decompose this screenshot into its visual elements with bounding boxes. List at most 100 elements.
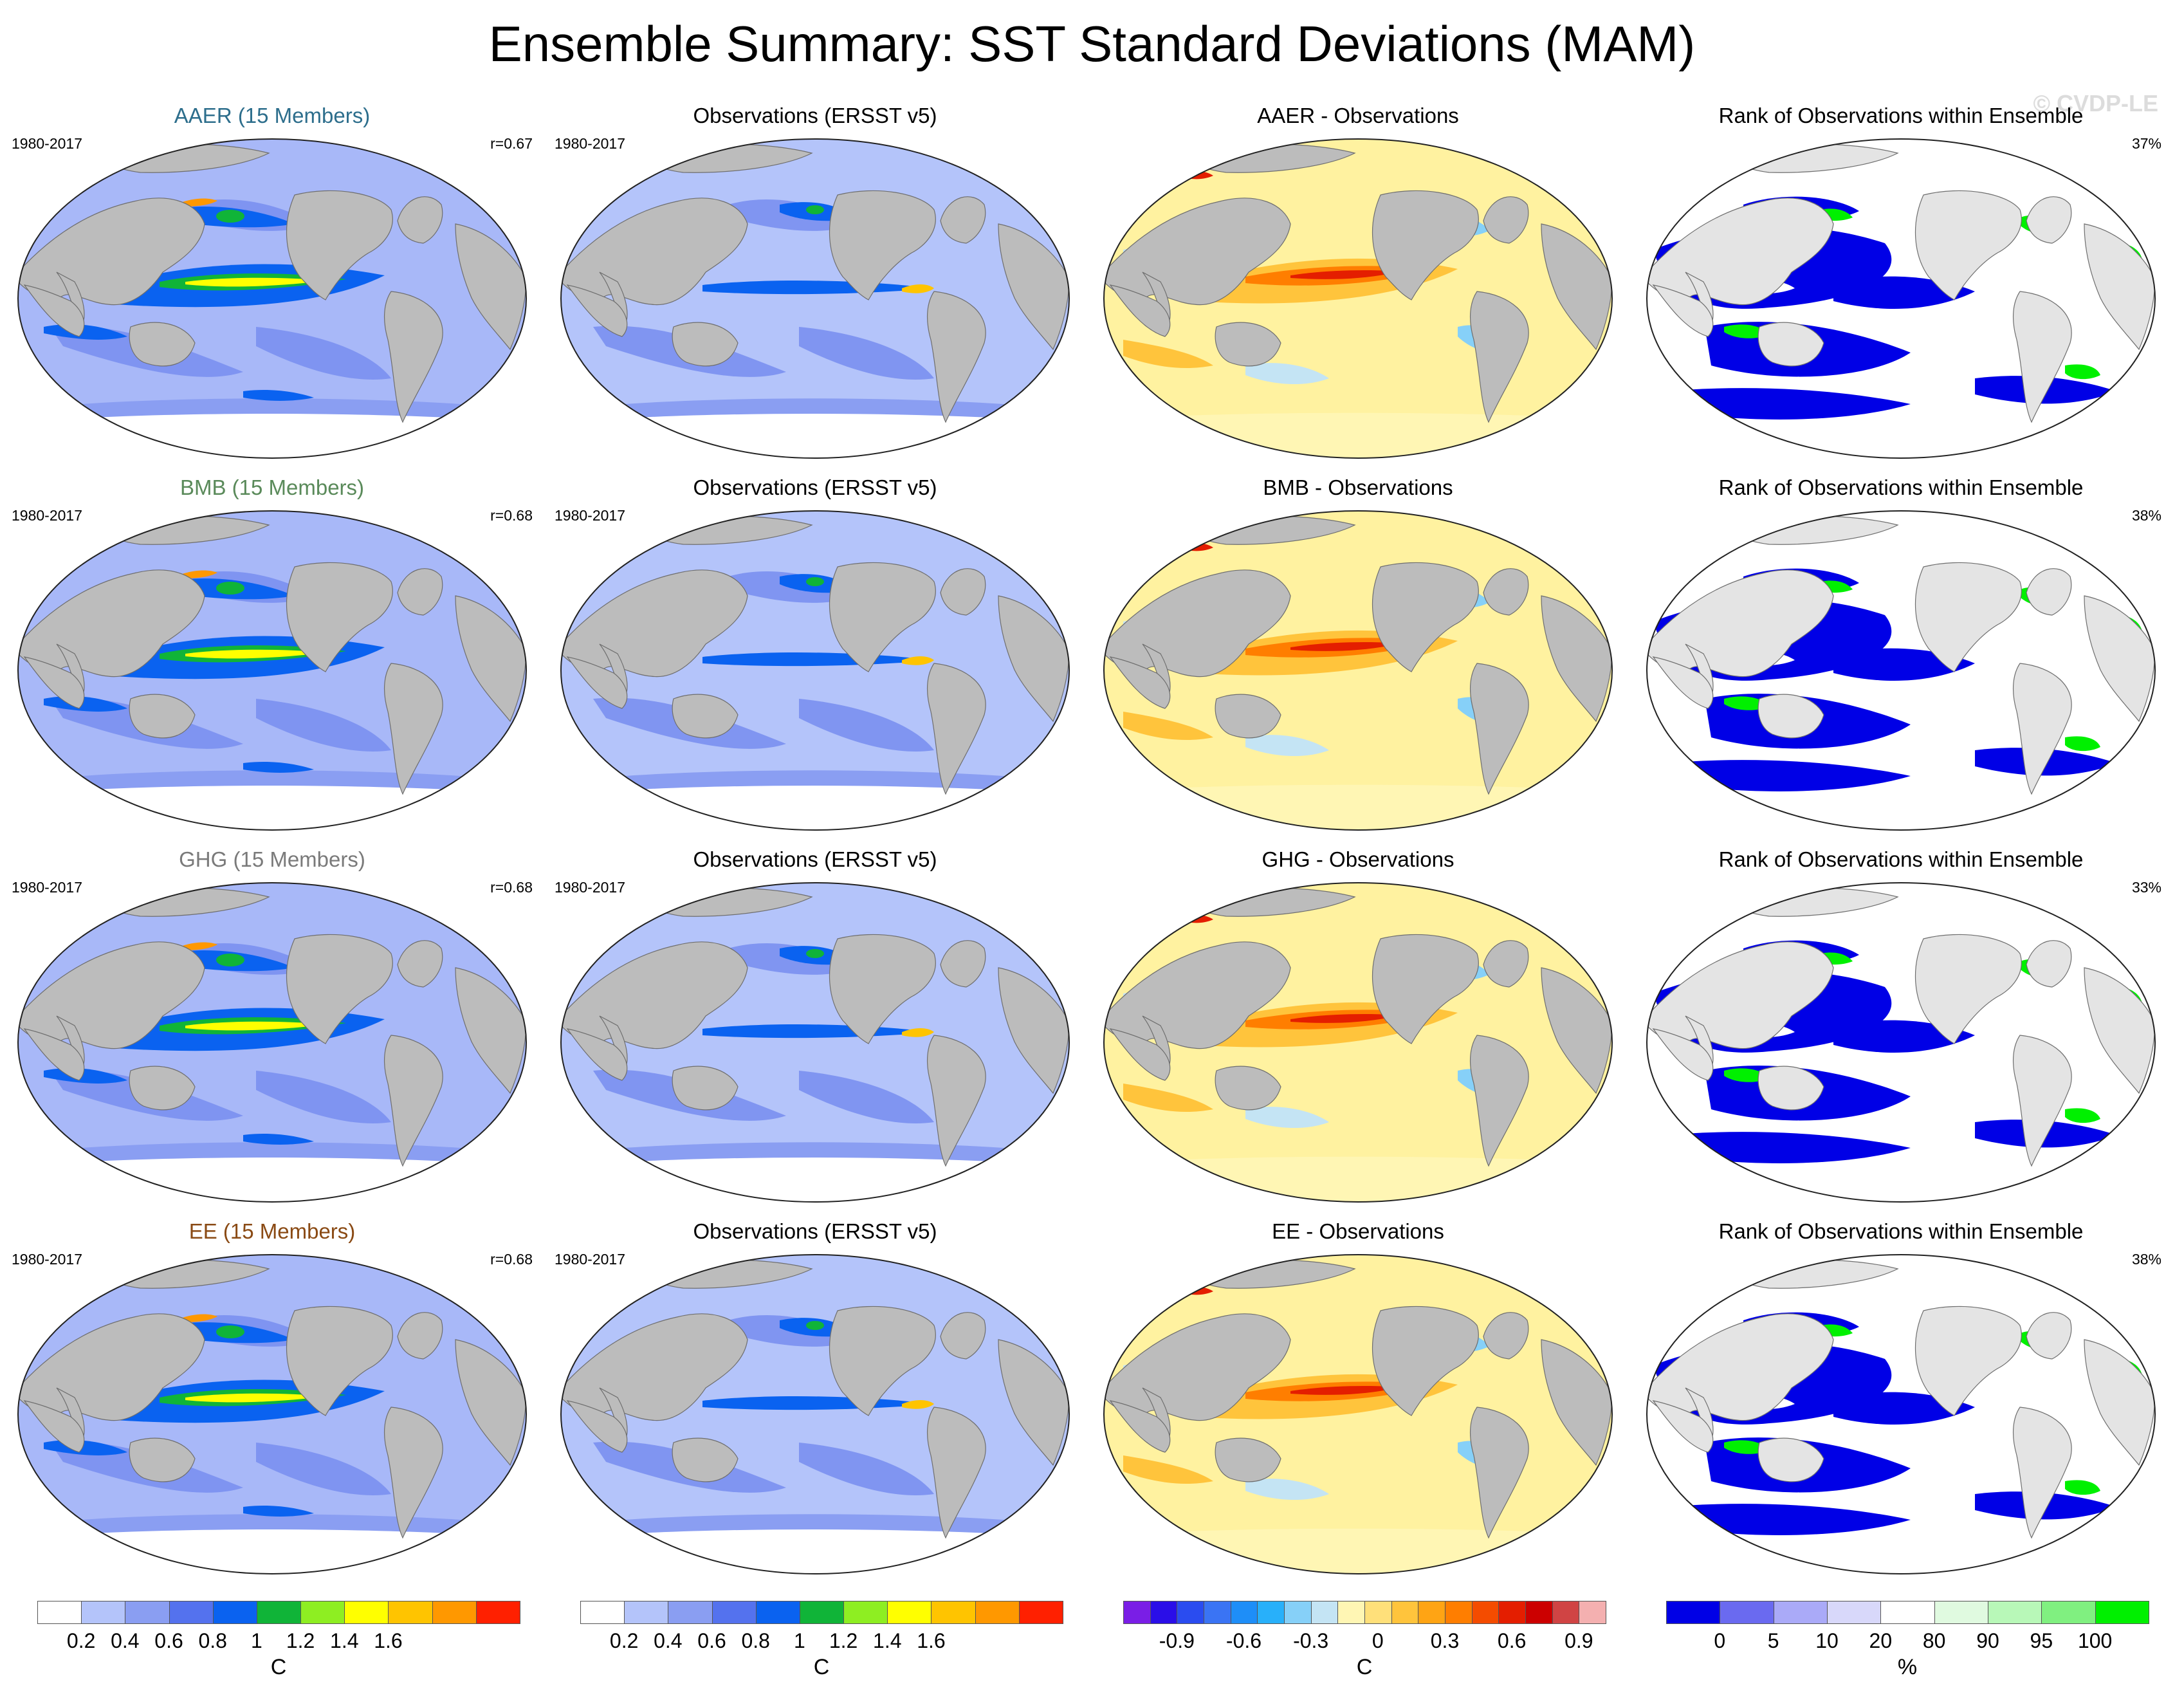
colorbar-unit: C — [1356, 1655, 1373, 1679]
panel-title: GHG (15 Members) — [179, 847, 365, 871]
colorbar-tick-label: 0 — [1372, 1629, 1384, 1652]
colorbar-tick-label: 5 — [1767, 1629, 1779, 1652]
colorbar-swatch — [1150, 1601, 1178, 1624]
colorbar-swatch — [931, 1601, 976, 1624]
panel-title: AAER - Observations — [1257, 104, 1459, 127]
map-panel-rank: Rank of Observations within Ensemble 33% — [1640, 847, 2161, 1208]
colorbar-tick-label: 1.2 — [829, 1629, 858, 1652]
rank-percent: 37% — [2131, 135, 2161, 152]
map-panel-rank: Rank of Observations within Ensemble 38% — [1640, 475, 2161, 836]
pattern-correlation: r=0.68 — [490, 879, 533, 896]
colorbar-tick-label: 0.3 — [1430, 1629, 1460, 1652]
map-panel-rank: Rank of Observations within Ensemble 38% — [1640, 1219, 2161, 1580]
colorbar-swatch — [1418, 1601, 1445, 1624]
map-panel-obs: Observations (ERSST v5) 1980-2017 — [555, 847, 1076, 1208]
panel-title: Observations (ERSST v5) — [693, 847, 937, 871]
world-map-diff — [1103, 510, 1613, 831]
colorbar-tick-label: -0.6 — [1225, 1629, 1262, 1652]
colorbar-swatch — [580, 1601, 625, 1624]
colorbar-tick-label: 0.6 — [154, 1629, 183, 1652]
watermark: © CVDP-LE — [2033, 90, 2158, 116]
colorbar-swatch — [125, 1601, 170, 1624]
page-title: Ensemble Summary: SST Standard Deviation… — [488, 15, 1696, 72]
period-label: 1980-2017 — [555, 1251, 625, 1268]
map-panel-model: GHG (15 Members) 1980-2017 r=0.68 — [12, 847, 533, 1208]
colorbar-tick-label: 0.2 — [609, 1629, 639, 1652]
colorbar-swatch — [1018, 1601, 1063, 1624]
colorbar-tick-label: 1.2 — [286, 1629, 315, 1652]
colorbar-swatch — [711, 1601, 757, 1624]
map-panel-model: BMB (15 Members) 1980-2017 r=0.68 — [12, 475, 533, 836]
colorbar-unit: % — [1897, 1655, 1918, 1679]
colorbar-tick-label: 1 — [251, 1629, 262, 1652]
colorbar-swatch — [624, 1601, 669, 1624]
world-map-rank — [1646, 138, 2156, 459]
colorbar-swatch — [344, 1601, 389, 1624]
colorbar-swatch — [1310, 1601, 1339, 1624]
colorbar-unit: C — [813, 1655, 830, 1679]
colorbar-tick-label: 0.6 — [1497, 1629, 1527, 1652]
colorbar-tick-label: 1.4 — [330, 1629, 359, 1652]
colorbar-swatch — [843, 1601, 888, 1624]
colorbar-swatch — [212, 1601, 257, 1624]
period-label: 1980-2017 — [555, 507, 625, 524]
colorbar-swatch — [755, 1601, 800, 1624]
map-panel-obs: Observations (ERSST v5) 1980-2017 — [555, 1219, 1076, 1580]
colorbar-0: 0.2 0.4 0.6 0.8 1 1.2 1.4 1.6 C — [37, 1601, 520, 1679]
colorbar-swatch — [256, 1601, 302, 1624]
colorbar-swatch — [1364, 1601, 1392, 1624]
colorbar-tick-label: 10 — [1815, 1629, 1839, 1652]
map-panel-obs: Observations (ERSST v5) 1980-2017 — [555, 103, 1076, 465]
rank-percent: 38% — [2131, 1251, 2161, 1268]
colorbar-swatch — [1934, 1601, 1988, 1624]
colorbar-1: 0.2 0.4 0.6 0.8 1 1.2 1.4 1.6 C — [580, 1601, 1063, 1679]
colorbar-swatch — [1988, 1601, 2042, 1624]
colorbar-swatch — [1552, 1601, 1580, 1624]
colorbar-tick-label: -0.9 — [1159, 1629, 1195, 1652]
world-map-rank — [1646, 1254, 2156, 1574]
colorbar-tick-label: 20 — [1869, 1629, 1893, 1652]
colorbar-unit: C — [270, 1655, 287, 1679]
map-panel-diff: GHG - Observations — [1097, 847, 1619, 1208]
world-map-obs — [560, 882, 1070, 1203]
panel-title: BMB (15 Members) — [179, 475, 365, 499]
panel-title: Rank of Observations within Ensemble — [1718, 847, 2084, 871]
period-label: 1980-2017 — [12, 135, 82, 152]
colorbar-tick-label: 1 — [794, 1629, 805, 1652]
colorbar-swatch — [1773, 1601, 1828, 1624]
map-panel-obs: Observations (ERSST v5) 1980-2017 — [555, 475, 1076, 836]
period-label: 1980-2017 — [555, 135, 625, 152]
colorbar-swatch — [2041, 1601, 2096, 1624]
map-panel-rank: Rank of Observations within Ensemble 37% — [1640, 103, 2161, 465]
map-panel-diff: AAER - Observations — [1097, 103, 1619, 465]
colorbar-swatch — [1337, 1601, 1365, 1624]
colorbar-swatch — [300, 1601, 345, 1624]
colorbar-tick-label: 0 — [1714, 1629, 1726, 1652]
colorbar-tick-label: 95 — [2030, 1629, 2053, 1652]
map-panel-diff: EE - Observations — [1097, 1219, 1619, 1580]
rank-percent: 33% — [2131, 879, 2161, 896]
map-panel-model: AAER (15 Members) 1980-2017 r=0.67 — [12, 103, 533, 465]
colorbar-swatch — [1284, 1601, 1312, 1624]
panel-title: Observations (ERSST v5) — [693, 104, 937, 127]
colorbar-tick-label: 1.4 — [873, 1629, 902, 1652]
period-label: 1980-2017 — [555, 879, 625, 896]
world-map-model — [17, 138, 527, 459]
colorbar-3: 0 5 10 20 80 90 95 100% — [1666, 1601, 2149, 1679]
colorbar-tick-label: 80 — [1922, 1629, 1946, 1652]
colorbar-swatch — [1498, 1601, 1526, 1624]
panel-title: AAER (15 Members) — [174, 104, 371, 127]
world-map-diff — [1103, 1254, 1613, 1574]
colorbar-swatch — [1177, 1601, 1204, 1624]
colorbar-swatch — [1827, 1601, 1882, 1624]
panel-title: EE - Observations — [1272, 1219, 1444, 1243]
colorbar-swatch — [2095, 1601, 2149, 1624]
colorbar-swatch — [1204, 1601, 1231, 1624]
panel-title: EE (15 Members) — [188, 1219, 356, 1243]
pattern-correlation: r=0.68 — [490, 507, 533, 524]
colorbar-tick-label: 1.6 — [374, 1629, 403, 1652]
colorbar-tick-label: -0.3 — [1293, 1629, 1329, 1652]
world-map-obs — [560, 1254, 1070, 1574]
colorbar-swatch — [37, 1601, 82, 1624]
world-map-model — [17, 1254, 527, 1574]
